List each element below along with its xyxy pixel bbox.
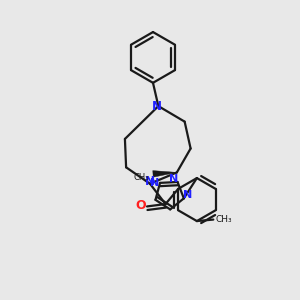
Polygon shape [153, 171, 177, 177]
Text: CH₃: CH₃ [134, 173, 149, 182]
Text: N: N [169, 174, 178, 184]
Text: N: N [150, 178, 159, 188]
Text: N: N [183, 190, 192, 200]
Text: CH₃: CH₃ [216, 215, 232, 224]
Text: O: O [136, 199, 146, 212]
Text: N: N [152, 100, 162, 112]
Text: N: N [145, 175, 155, 188]
